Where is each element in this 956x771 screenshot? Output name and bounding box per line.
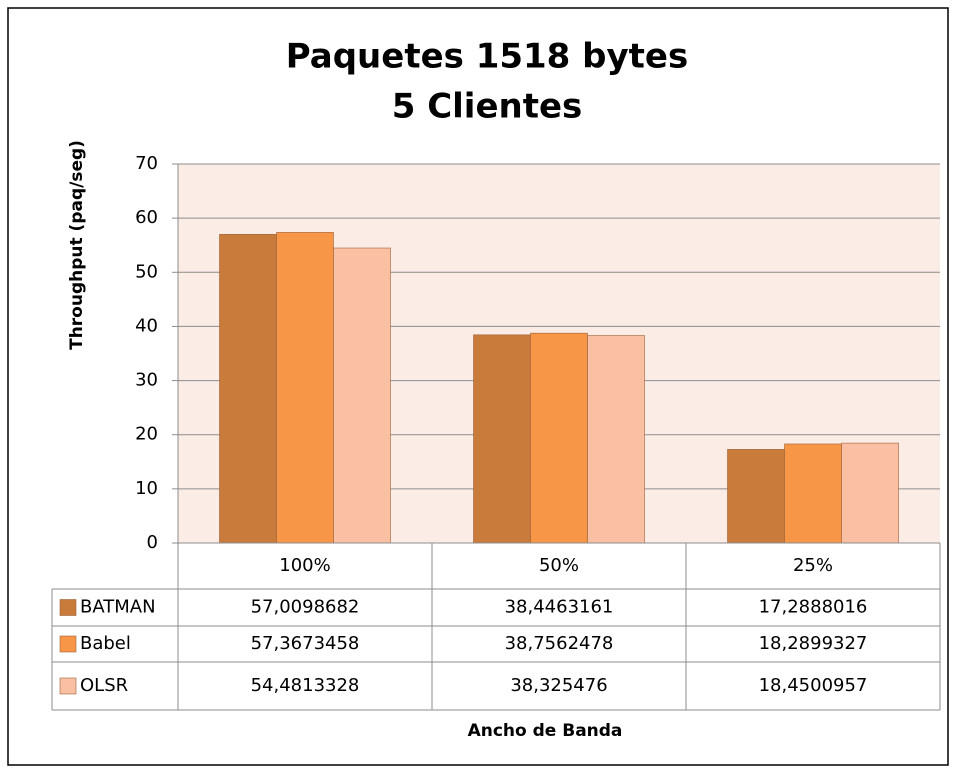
x-tick-label: 100%: [279, 555, 330, 576]
table-value: 18,4500957: [759, 675, 868, 696]
table-value: 57,3673458: [251, 633, 360, 654]
chart-title: 5 Clientes: [392, 87, 583, 127]
y-tick-label: 30: [135, 370, 158, 391]
legend-swatch: [59, 677, 77, 695]
x-tick-label: 50%: [539, 555, 579, 576]
chart-title: Paquetes 1518 bytes: [286, 37, 688, 77]
legend-label: BATMAN: [80, 597, 156, 618]
bar: [473, 334, 531, 544]
table-value: 57,0098682: [251, 597, 360, 618]
bar: [276, 232, 334, 544]
bar: [219, 234, 277, 544]
bar: [530, 332, 588, 544]
table-value: 18,2899327: [759, 633, 868, 654]
y-tick-label: 0: [147, 532, 158, 553]
table-value: 54,4813328: [251, 675, 360, 696]
y-tick-label: 70: [135, 153, 158, 174]
bar: [784, 443, 842, 544]
y-tick-label: 40: [135, 315, 158, 336]
legend-label: Babel: [80, 633, 131, 654]
y-tick-label: 60: [135, 207, 158, 228]
table-value: 38,325476: [510, 675, 607, 696]
table-value: 17,2888016: [759, 597, 868, 618]
legend-label: OLSR: [80, 675, 128, 696]
x-axis-title: Ancho de Banda: [468, 721, 623, 741]
bar: [587, 335, 645, 544]
bar: [333, 247, 391, 544]
y-axis-title: Throughput (paq/seg): [67, 140, 87, 350]
y-tick-label: 20: [135, 424, 158, 445]
bar: [841, 442, 899, 544]
legend-swatch: [59, 635, 77, 653]
y-tick-label: 50: [135, 261, 158, 282]
bar: [727, 449, 785, 544]
legend-swatch: [59, 599, 77, 616]
table-value: 38,7562478: [505, 633, 614, 654]
table-value: 38,4463161: [505, 597, 614, 618]
x-tick-label: 25%: [793, 555, 833, 576]
y-tick-label: 10: [135, 478, 158, 499]
